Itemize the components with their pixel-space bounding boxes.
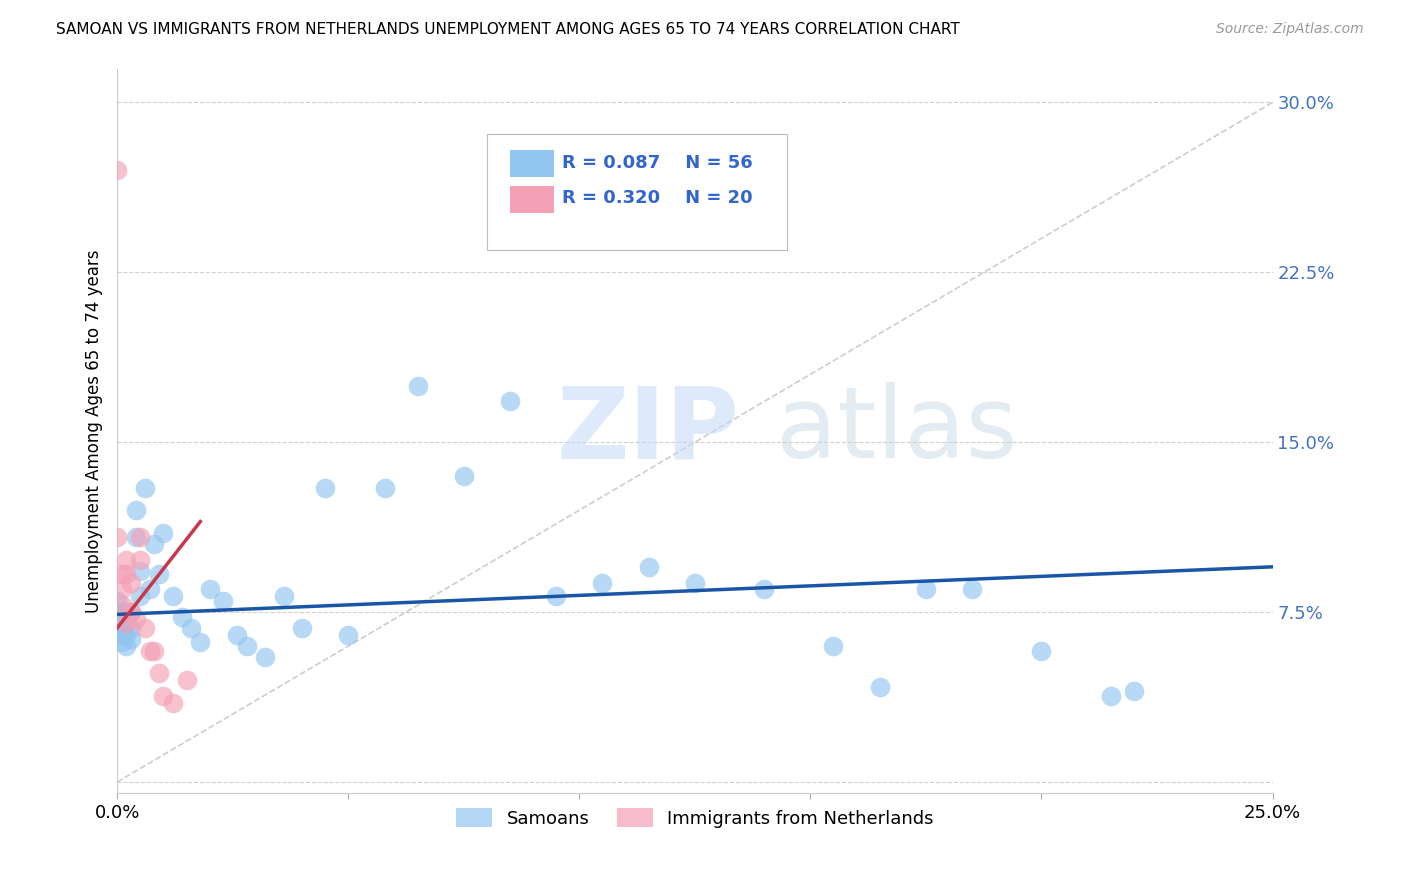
Point bbox=[111, 628, 134, 642]
Point bbox=[115, 553, 138, 567]
Point bbox=[754, 582, 776, 597]
Point bbox=[120, 621, 142, 635]
Point bbox=[1122, 684, 1144, 698]
Point bbox=[115, 616, 138, 631]
Point bbox=[115, 639, 138, 653]
Point bbox=[124, 530, 146, 544]
Point bbox=[823, 639, 845, 653]
Point bbox=[115, 616, 138, 631]
Point bbox=[148, 666, 170, 681]
Point bbox=[105, 605, 128, 619]
Point bbox=[134, 481, 156, 495]
Point bbox=[152, 525, 174, 540]
Point bbox=[105, 605, 128, 619]
Point bbox=[138, 582, 160, 597]
Point bbox=[453, 469, 475, 483]
Point bbox=[637, 559, 659, 574]
Point bbox=[291, 621, 314, 635]
Point bbox=[120, 575, 142, 590]
Point bbox=[499, 394, 522, 409]
Point bbox=[105, 628, 128, 642]
Point bbox=[111, 621, 134, 635]
Legend: Samoans, Immigrants from Netherlands: Samoans, Immigrants from Netherlands bbox=[449, 801, 941, 835]
Point bbox=[111, 566, 134, 581]
Point bbox=[134, 621, 156, 635]
Point bbox=[111, 605, 134, 619]
Point bbox=[162, 696, 184, 710]
Point bbox=[124, 503, 146, 517]
Point bbox=[138, 643, 160, 657]
Y-axis label: Unemployment Among Ages 65 to 74 years: Unemployment Among Ages 65 to 74 years bbox=[86, 249, 103, 613]
Bar bbox=[510, 186, 554, 213]
Text: R = 0.320    N = 20: R = 0.320 N = 20 bbox=[562, 188, 752, 207]
Point bbox=[105, 163, 128, 178]
Point bbox=[111, 582, 134, 597]
Point bbox=[143, 643, 166, 657]
Point bbox=[180, 621, 202, 635]
Point bbox=[254, 650, 277, 665]
Point bbox=[337, 628, 360, 642]
Point bbox=[105, 530, 128, 544]
Point bbox=[124, 612, 146, 626]
Point bbox=[115, 605, 138, 619]
Text: R = 0.087    N = 56: R = 0.087 N = 56 bbox=[562, 153, 752, 172]
Point bbox=[591, 575, 613, 590]
Point bbox=[129, 530, 152, 544]
Point bbox=[115, 628, 138, 642]
Point bbox=[120, 605, 142, 619]
Point bbox=[170, 609, 193, 624]
Point bbox=[111, 634, 134, 648]
Point bbox=[869, 680, 891, 694]
Point bbox=[374, 481, 396, 495]
Point bbox=[915, 582, 938, 597]
Point bbox=[143, 537, 166, 551]
Point bbox=[190, 634, 212, 648]
Point bbox=[120, 632, 142, 647]
FancyBboxPatch shape bbox=[486, 134, 787, 250]
Point bbox=[162, 589, 184, 603]
Point bbox=[1099, 689, 1122, 703]
Point bbox=[176, 673, 198, 687]
Point bbox=[105, 616, 128, 631]
Point bbox=[683, 575, 706, 590]
Point bbox=[129, 589, 152, 603]
Point bbox=[212, 594, 235, 608]
Point bbox=[314, 481, 336, 495]
Text: SAMOAN VS IMMIGRANTS FROM NETHERLANDS UNEMPLOYMENT AMONG AGES 65 TO 74 YEARS COR: SAMOAN VS IMMIGRANTS FROM NETHERLANDS UN… bbox=[56, 22, 960, 37]
Point bbox=[1031, 643, 1053, 657]
Point bbox=[129, 565, 152, 579]
Point bbox=[105, 594, 128, 608]
Point bbox=[120, 605, 142, 619]
Text: ZIP: ZIP bbox=[557, 383, 740, 479]
Point bbox=[111, 599, 134, 613]
Text: atlas: atlas bbox=[776, 383, 1018, 479]
Text: Source: ZipAtlas.com: Source: ZipAtlas.com bbox=[1216, 22, 1364, 37]
Point bbox=[273, 589, 295, 603]
Bar bbox=[510, 150, 554, 178]
Point bbox=[105, 621, 128, 635]
Point bbox=[235, 639, 257, 653]
Point bbox=[546, 589, 568, 603]
Point bbox=[111, 616, 134, 631]
Point bbox=[148, 566, 170, 581]
Point bbox=[152, 689, 174, 703]
Point bbox=[960, 582, 983, 597]
Point bbox=[198, 582, 221, 597]
Point bbox=[129, 553, 152, 567]
Point bbox=[226, 628, 249, 642]
Point bbox=[115, 566, 138, 581]
Point bbox=[406, 378, 429, 392]
